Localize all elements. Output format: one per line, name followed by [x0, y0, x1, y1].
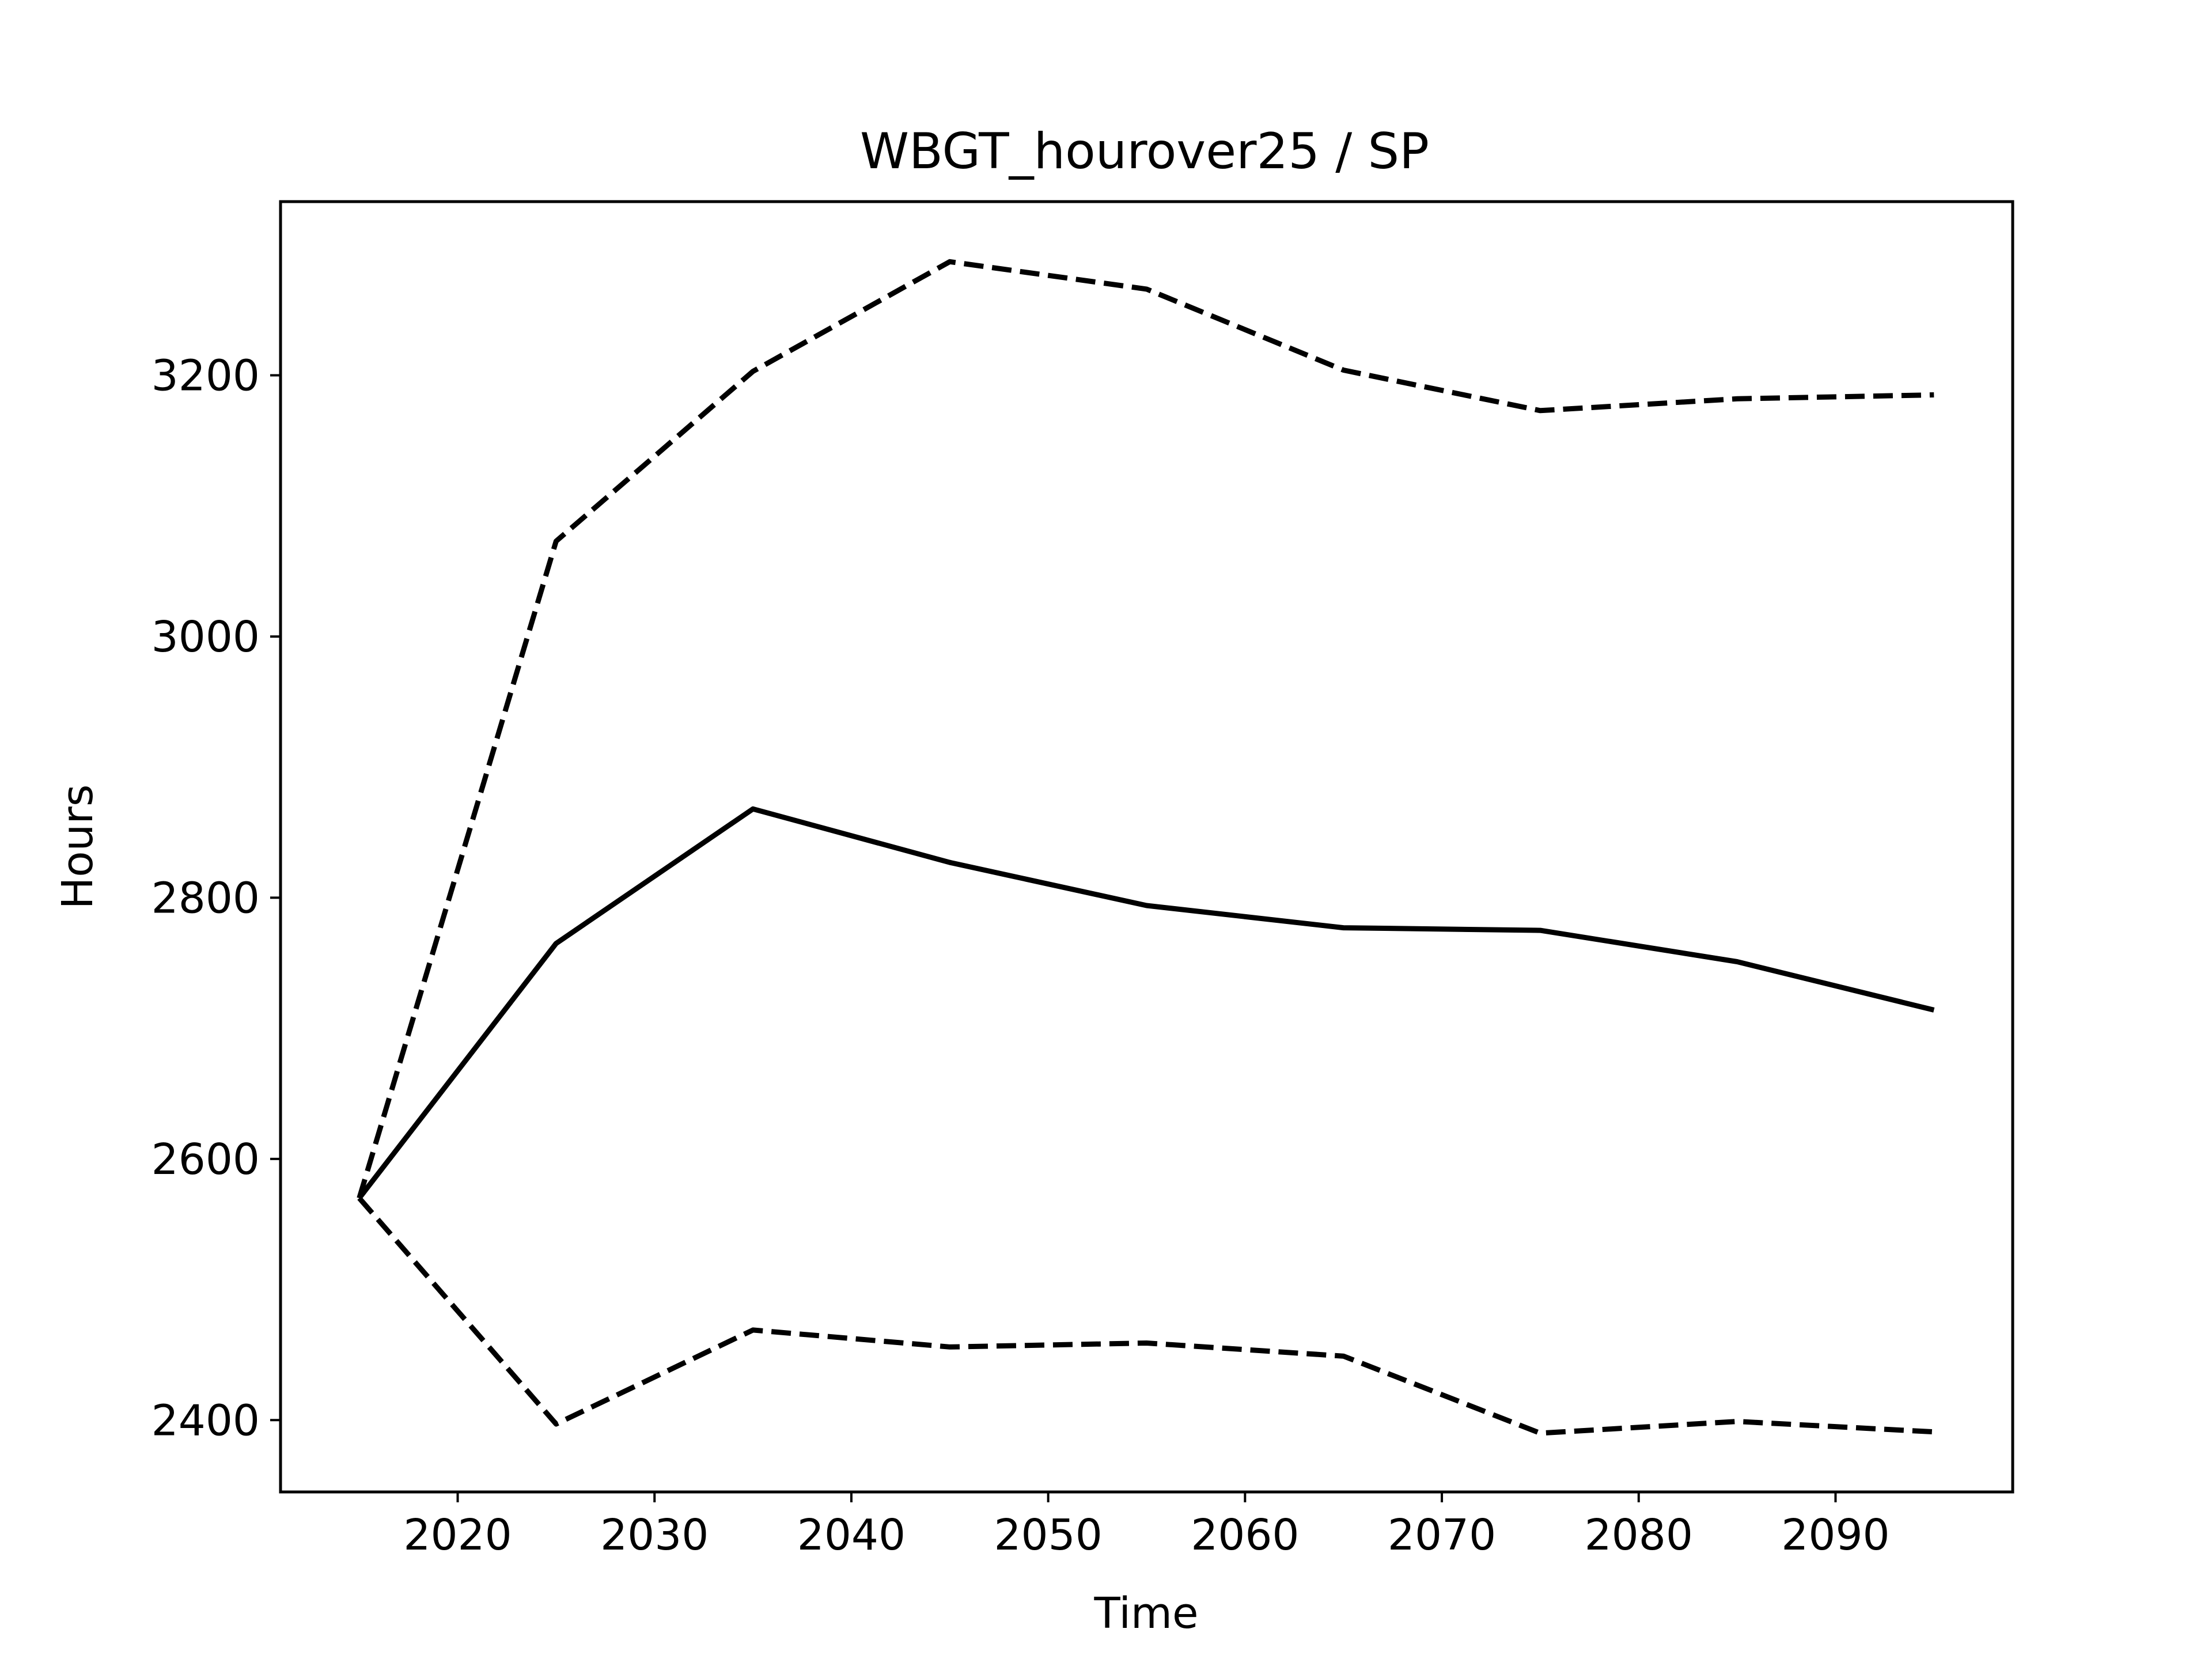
series-line-3	[357, 1196, 1934, 1436]
y-tick-label: 2600	[151, 1135, 260, 1184]
x-tick-label: 2070	[1388, 1510, 1496, 1560]
y-axis-label: Hours	[53, 785, 103, 910]
x-tick-label: 2030	[600, 1510, 709, 1560]
plot-marks	[357, 259, 1935, 1436]
y-tick-label: 3200	[151, 351, 260, 401]
y-tick-label: 2800	[151, 873, 260, 923]
x-tick-label: 2020	[403, 1510, 512, 1560]
x-tick-label: 2090	[1781, 1510, 1889, 1560]
axis-ticks: 2020 2030 2040 2050 2060 2070 2080 2090 2400 2600…	[151, 351, 1890, 1560]
y-tick-label: 3000	[151, 612, 260, 662]
series-line-2	[357, 259, 1934, 1199]
x-axis-label: Time	[1093, 1589, 1198, 1638]
x-tick-label: 2080	[1585, 1510, 1693, 1560]
chart-title: WBGT_hourover25 / SP	[860, 123, 1429, 180]
x-tick-label: 2050	[994, 1510, 1102, 1560]
x-tick-label: 2040	[797, 1510, 906, 1560]
x-tick-label: 2060	[1191, 1510, 1299, 1560]
plot-area-frame	[279, 200, 2014, 1494]
y-tick-label: 2400	[151, 1396, 260, 1445]
series-line-1	[357, 806, 1935, 1200]
